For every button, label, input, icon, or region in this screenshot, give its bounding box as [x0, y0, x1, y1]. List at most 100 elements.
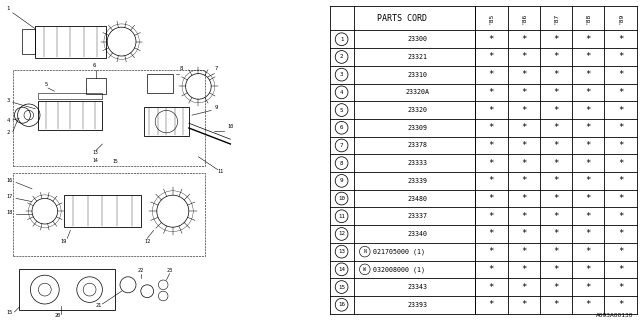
Text: *: * — [618, 194, 623, 203]
Text: 11: 11 — [218, 169, 224, 174]
Text: N: N — [364, 249, 366, 254]
Text: *: * — [489, 194, 494, 203]
Text: 20: 20 — [54, 313, 61, 318]
Text: *: * — [521, 194, 526, 203]
Text: *: * — [554, 141, 559, 150]
Text: *: * — [618, 70, 623, 79]
Text: '85: '85 — [489, 13, 494, 24]
Text: *: * — [554, 265, 559, 274]
Text: 23337: 23337 — [408, 213, 428, 219]
Text: 17: 17 — [6, 194, 13, 199]
Text: *: * — [618, 52, 623, 61]
Text: 8: 8 — [340, 161, 343, 166]
Text: *: * — [489, 229, 494, 238]
Text: 23300: 23300 — [408, 36, 428, 42]
Text: *: * — [586, 88, 591, 97]
Text: *: * — [521, 212, 526, 221]
Text: *: * — [586, 159, 591, 168]
Text: 2: 2 — [6, 130, 10, 135]
Text: 10: 10 — [227, 124, 234, 129]
Text: *: * — [586, 141, 591, 150]
Text: 23339: 23339 — [408, 178, 428, 184]
Text: *: * — [618, 212, 623, 221]
Text: *: * — [489, 123, 494, 132]
Text: 9: 9 — [340, 178, 343, 183]
Text: 15: 15 — [112, 159, 118, 164]
Text: *: * — [586, 283, 591, 292]
Text: *: * — [586, 70, 591, 79]
Text: 11: 11 — [338, 214, 345, 219]
Text: *: * — [618, 229, 623, 238]
Text: 16: 16 — [338, 302, 345, 307]
Text: '89: '89 — [618, 13, 623, 24]
Text: *: * — [618, 247, 623, 256]
Text: 13: 13 — [93, 149, 99, 155]
Text: 18: 18 — [6, 211, 13, 215]
Text: 12: 12 — [338, 231, 345, 236]
Text: 23393: 23393 — [408, 302, 428, 308]
Text: 23320A: 23320A — [406, 89, 429, 95]
Text: 032008000 (1): 032008000 (1) — [373, 266, 426, 273]
Text: *: * — [521, 106, 526, 115]
Text: *: * — [586, 176, 591, 185]
Text: *: * — [618, 265, 623, 274]
Text: *: * — [554, 176, 559, 185]
Text: *: * — [586, 229, 591, 238]
Text: *: * — [554, 88, 559, 97]
Text: *: * — [489, 300, 494, 309]
Text: *: * — [489, 159, 494, 168]
Text: *: * — [554, 300, 559, 309]
Text: 5: 5 — [45, 82, 48, 87]
Text: *: * — [554, 35, 559, 44]
Text: *: * — [554, 123, 559, 132]
Text: 16: 16 — [6, 179, 13, 183]
Text: 23343: 23343 — [408, 284, 428, 290]
Text: 3: 3 — [6, 98, 10, 103]
Text: *: * — [586, 265, 591, 274]
Text: *: * — [586, 106, 591, 115]
Text: *: * — [489, 283, 494, 292]
Text: 23310: 23310 — [408, 72, 428, 78]
Text: *: * — [489, 35, 494, 44]
Text: *: * — [618, 141, 623, 150]
Text: *: * — [489, 212, 494, 221]
Text: *: * — [521, 123, 526, 132]
Text: *: * — [489, 176, 494, 185]
Text: *: * — [554, 70, 559, 79]
Text: 7: 7 — [340, 143, 343, 148]
Text: 4: 4 — [6, 117, 10, 123]
Text: *: * — [554, 247, 559, 256]
Text: *: * — [521, 247, 526, 256]
Text: *: * — [489, 265, 494, 274]
Text: *: * — [586, 212, 591, 221]
Text: 5: 5 — [340, 108, 343, 113]
Text: 8: 8 — [179, 66, 182, 71]
Text: *: * — [521, 52, 526, 61]
Text: *: * — [521, 88, 526, 97]
Text: *: * — [554, 229, 559, 238]
Text: W: W — [364, 267, 366, 272]
Text: '86: '86 — [521, 13, 526, 24]
Text: *: * — [554, 106, 559, 115]
Text: 3: 3 — [340, 72, 343, 77]
Text: *: * — [618, 159, 623, 168]
Text: *: * — [554, 283, 559, 292]
Text: *: * — [521, 176, 526, 185]
Text: *: * — [586, 35, 591, 44]
Text: 021705000 (1): 021705000 (1) — [373, 248, 426, 255]
Text: 23309: 23309 — [408, 125, 428, 131]
Text: *: * — [489, 106, 494, 115]
Text: *: * — [554, 194, 559, 203]
Text: *: * — [586, 123, 591, 132]
Text: *: * — [489, 70, 494, 79]
Text: *: * — [489, 52, 494, 61]
Text: *: * — [554, 52, 559, 61]
Text: 9: 9 — [214, 105, 218, 110]
Text: 6: 6 — [340, 125, 343, 130]
Text: 22: 22 — [138, 268, 144, 273]
Text: *: * — [521, 159, 526, 168]
Text: *: * — [521, 141, 526, 150]
Text: 15: 15 — [338, 284, 345, 290]
Text: *: * — [618, 300, 623, 309]
Text: 23333: 23333 — [408, 160, 428, 166]
